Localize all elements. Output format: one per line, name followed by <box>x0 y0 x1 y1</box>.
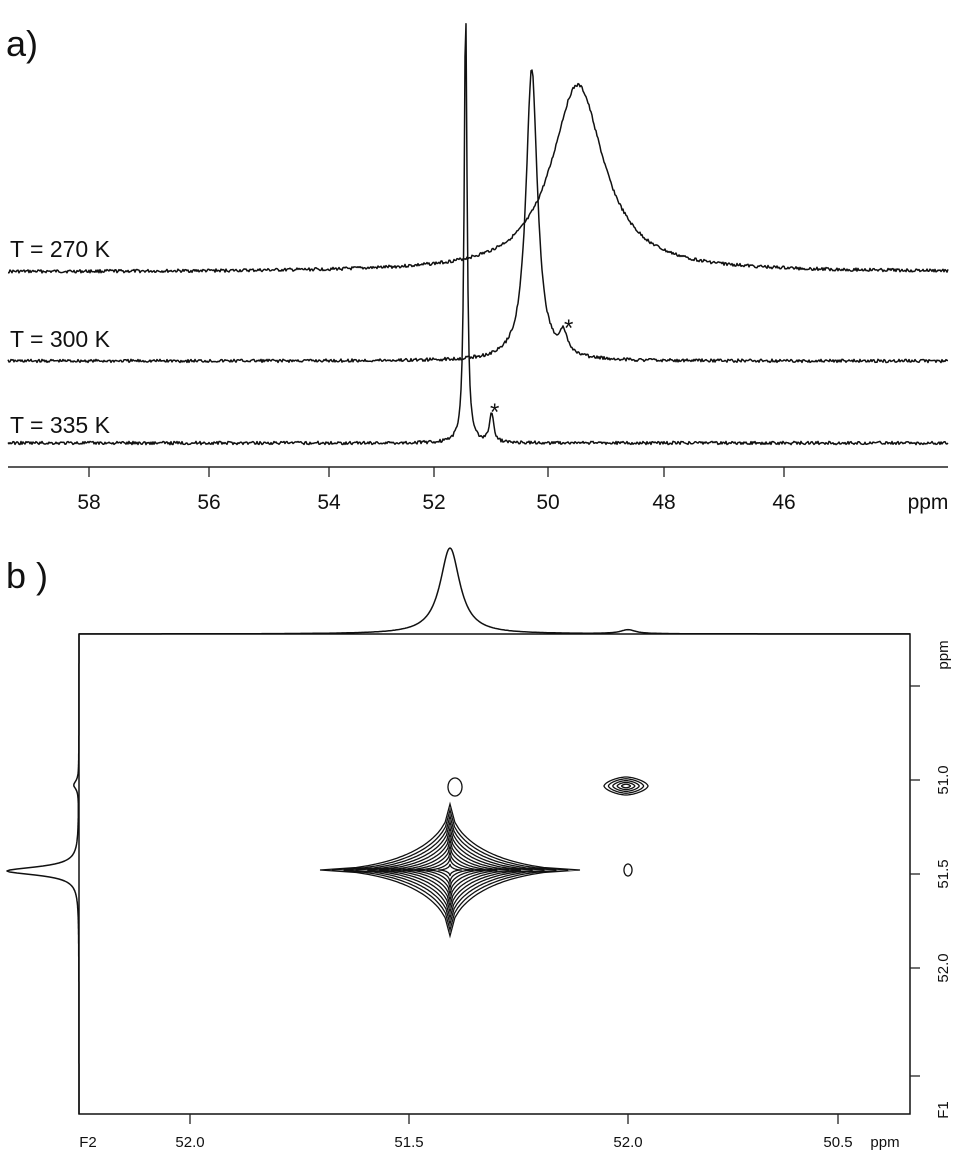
impurity-marker-335k: * <box>490 399 499 426</box>
f2-tick-label: 52.0 <box>175 1134 204 1151</box>
ppm-tick-label: 54 <box>317 491 341 514</box>
contour-level <box>447 777 463 797</box>
spectrum-trace-335k <box>7 22 949 446</box>
f1-tick-label: 52.0 <box>935 953 952 982</box>
f2-tick-label: 51.5 <box>394 1134 423 1151</box>
contour-level <box>331 807 569 933</box>
panel-b-label: b ) <box>6 555 48 596</box>
f2-projection-spectrum <box>79 547 910 635</box>
cross-peak-diagonal-strong <box>319 801 581 939</box>
cross-peak-offdiagonal <box>447 777 463 797</box>
f1-tick-label: 51.0 <box>935 765 952 794</box>
contour-level <box>426 855 474 885</box>
panel-a-label: a) <box>6 23 38 64</box>
contour-level <box>355 819 545 921</box>
spectrum-trace-300k <box>7 69 949 364</box>
f1-axis-label: F1 <box>935 1101 952 1119</box>
f2-tick-label: 52.0 <box>613 1134 642 1151</box>
contour-level <box>620 783 632 789</box>
ppm-unit-label: ppm <box>908 491 949 514</box>
impurity-marker-300k: * <box>564 315 573 342</box>
contour-level <box>367 825 533 915</box>
cross-peak-offdiagonal <box>623 863 633 877</box>
contour-level <box>616 781 636 791</box>
ppm-tick-label: 52 <box>422 491 445 514</box>
contour-level <box>319 801 581 939</box>
contour-level <box>607 778 645 794</box>
contour-level <box>438 863 462 877</box>
contour-level <box>612 779 640 793</box>
contour-level <box>343 813 557 927</box>
contour-level <box>402 843 498 897</box>
f2-unit-label: ppm <box>870 1134 899 1151</box>
contour-level <box>623 863 633 877</box>
f1-unit-label: ppm <box>935 640 952 669</box>
contour-level <box>390 837 510 903</box>
f2-axis-ticks <box>189 1114 839 1124</box>
contour-level <box>379 831 521 909</box>
ppm-tick-label: 58 <box>77 491 100 514</box>
f1-projection-spectrum <box>6 634 80 1114</box>
trace-label-270k: T = 270 K <box>10 236 111 262</box>
f2-tick-label: 50.5 <box>823 1134 852 1151</box>
contour-level <box>603 776 649 796</box>
ppm-tick-label: 56 <box>197 491 220 514</box>
f2-axis-label: F2 <box>79 1134 97 1151</box>
trace-label-300k: T = 300 K <box>10 326 111 352</box>
ppm-tick-label: 46 <box>772 491 795 514</box>
ppm-tick-label: 48 <box>652 491 675 514</box>
f1-tick-label: 51.5 <box>935 859 952 888</box>
cross-peak-diagonal-medium <box>603 776 649 796</box>
contour-level <box>414 849 486 891</box>
ppm-tick-label: 50 <box>536 491 559 514</box>
f1-axis-ticks <box>910 685 920 1077</box>
spectrum-trace-270k <box>7 82 949 274</box>
trace-label-335k: T = 335 K <box>10 412 111 438</box>
ppm-axis-ticks <box>88 467 785 477</box>
